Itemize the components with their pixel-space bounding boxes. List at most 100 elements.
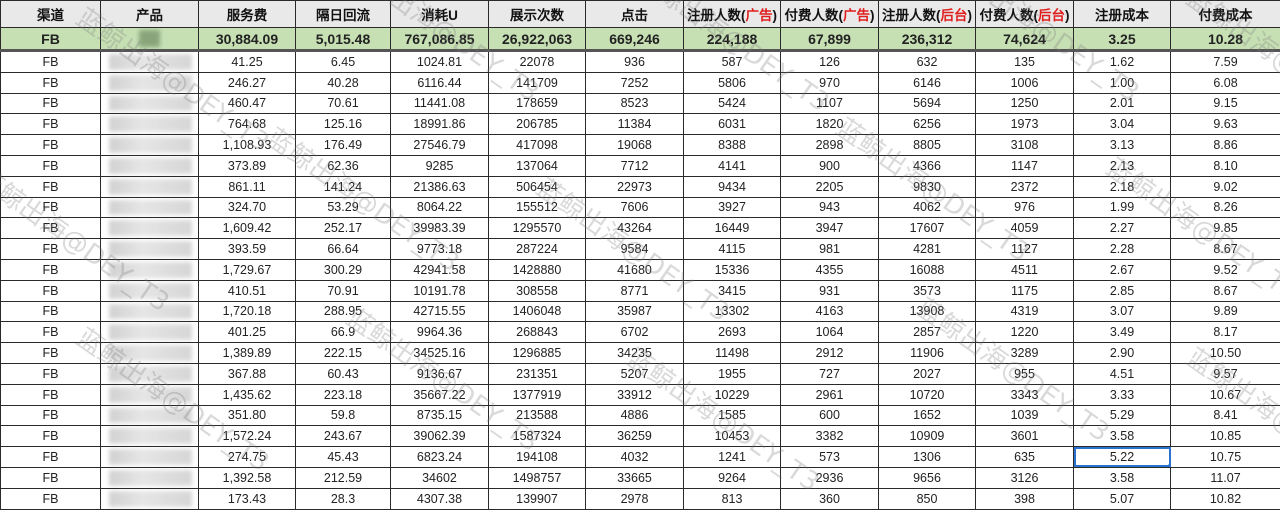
cell-payers-backend[interactable]: 1006	[976, 72, 1074, 93]
cell-registrations-ad[interactable]: 2693	[684, 322, 781, 343]
cell-spend-u[interactable]: 42941.58	[391, 259, 489, 280]
cell-registrations-backend[interactable]: 850	[879, 488, 976, 509]
cell-product[interactable]	[101, 93, 199, 114]
cell-registration-cost[interactable]: 2.85	[1074, 280, 1171, 301]
cell-registrations-ad[interactable]: 224,188	[684, 28, 781, 51]
column-header-next-day-return[interactable]: 隔日回流	[296, 1, 391, 28]
cell-product[interactable]	[101, 447, 199, 468]
cell-registrations-ad[interactable]: 6031	[684, 114, 781, 135]
cell-clicks[interactable]: 11384	[586, 114, 684, 135]
cell-service-fee[interactable]: 1,572.24	[199, 426, 296, 447]
cell-registration-cost[interactable]: 2.13	[1074, 155, 1171, 176]
cell-payers-backend[interactable]: 1220	[976, 322, 1074, 343]
cell-impressions[interactable]: 268843	[489, 322, 586, 343]
cell-channel[interactable]: FB	[1, 51, 101, 73]
cell-spend-u[interactable]: 4307.38	[391, 488, 489, 509]
cell-payers-ad[interactable]: 900	[781, 155, 879, 176]
cell-service-fee[interactable]: 324.70	[199, 197, 296, 218]
cell-product[interactable]	[101, 384, 199, 405]
cell-product[interactable]	[101, 301, 199, 322]
cell-registration-cost[interactable]: 3.49	[1074, 322, 1171, 343]
cell-clicks[interactable]: 34235	[586, 343, 684, 364]
cell-product[interactable]	[101, 135, 199, 156]
cell-impressions[interactable]: 308558	[489, 280, 586, 301]
cell-registrations-backend[interactable]: 3573	[879, 280, 976, 301]
cell-impressions[interactable]: 26,922,063	[489, 28, 586, 51]
cell-registrations-backend[interactable]: 236,312	[879, 28, 976, 51]
cell-payers-ad[interactable]: 931	[781, 280, 879, 301]
cell-spend-u[interactable]: 9285	[391, 155, 489, 176]
cell-registration-cost[interactable]: 3.04	[1074, 114, 1171, 135]
cell-channel[interactable]: FB	[1, 197, 101, 218]
cell-registrations-ad[interactable]: 1955	[684, 363, 781, 384]
cell-clicks[interactable]: 8523	[586, 93, 684, 114]
cell-product[interactable]	[101, 259, 199, 280]
cell-product[interactable]	[101, 114, 199, 135]
cell-next-day-return[interactable]: 5,015.48	[296, 28, 391, 51]
cell-spend-u[interactable]: 21386.63	[391, 176, 489, 197]
cell-impressions[interactable]: 194108	[489, 447, 586, 468]
cell-channel[interactable]: FB	[1, 259, 101, 280]
cell-service-fee[interactable]: 401.25	[199, 322, 296, 343]
cell-service-fee[interactable]: 367.88	[199, 363, 296, 384]
column-header-impressions[interactable]: 展示次数	[489, 1, 586, 28]
cell-registrations-ad[interactable]: 16449	[684, 218, 781, 239]
cell-next-day-return[interactable]: 243.67	[296, 426, 391, 447]
cell-channel[interactable]: FB	[1, 28, 101, 51]
cell-registrations-backend[interactable]: 2857	[879, 322, 976, 343]
cell-registration-cost[interactable]: 1.99	[1074, 197, 1171, 218]
cell-impressions[interactable]: 139907	[489, 488, 586, 509]
cell-service-fee[interactable]: 173.43	[199, 488, 296, 509]
cell-payers-backend[interactable]: 4319	[976, 301, 1074, 322]
cell-payers-backend[interactable]: 1127	[976, 239, 1074, 260]
cell-payers-backend[interactable]: 976	[976, 197, 1074, 218]
cell-spend-u[interactable]: 34602	[391, 467, 489, 488]
cell-clicks[interactable]: 4886	[586, 405, 684, 426]
cell-registrations-backend[interactable]: 9656	[879, 467, 976, 488]
cell-channel[interactable]: FB	[1, 239, 101, 260]
cell-service-fee[interactable]: 1,720.18	[199, 301, 296, 322]
cell-spend-u[interactable]: 767,086.85	[391, 28, 489, 51]
cell-service-fee[interactable]: 30,884.09	[199, 28, 296, 51]
cell-registrations-backend[interactable]: 8805	[879, 135, 976, 156]
cell-payers-ad[interactable]: 4355	[781, 259, 879, 280]
cell-spend-u[interactable]: 27546.79	[391, 135, 489, 156]
cell-product[interactable]	[101, 363, 199, 384]
cell-registration-cost[interactable]: 1.00	[1074, 72, 1171, 93]
cell-impressions[interactable]: 1377919	[489, 384, 586, 405]
cell-payers-ad[interactable]: 981	[781, 239, 879, 260]
cell-next-day-return[interactable]: 6.45	[296, 51, 391, 73]
column-header-registration-cost[interactable]: 注册成本	[1074, 1, 1171, 28]
cell-clicks[interactable]: 19068	[586, 135, 684, 156]
cell-payers-ad[interactable]: 67,899	[781, 28, 879, 51]
cell-product[interactable]	[101, 322, 199, 343]
cell-registrations-ad[interactable]: 10229	[684, 384, 781, 405]
cell-registration-cost[interactable]: 3.13	[1074, 135, 1171, 156]
cell-registrations-ad[interactable]: 5424	[684, 93, 781, 114]
cell-payers-backend[interactable]: 955	[976, 363, 1074, 384]
cell-registrations-backend[interactable]: 632	[879, 51, 976, 73]
cell-payment-cost[interactable]: 8.86	[1171, 135, 1280, 156]
cell-spend-u[interactable]: 6116.44	[391, 72, 489, 93]
cell-product[interactable]	[101, 280, 199, 301]
cell-registrations-backend[interactable]: 11906	[879, 343, 976, 364]
cell-payment-cost[interactable]: 8.17	[1171, 322, 1280, 343]
cell-next-day-return[interactable]: 66.9	[296, 322, 391, 343]
cell-clicks[interactable]: 22973	[586, 176, 684, 197]
cell-registrations-backend[interactable]: 4062	[879, 197, 976, 218]
cell-registrations-backend[interactable]: 1652	[879, 405, 976, 426]
cell-spend-u[interactable]: 39062.39	[391, 426, 489, 447]
cell-payers-backend[interactable]: 3289	[976, 343, 1074, 364]
cell-service-fee[interactable]: 1,389.89	[199, 343, 296, 364]
cell-next-day-return[interactable]: 223.18	[296, 384, 391, 405]
cell-clicks[interactable]: 7606	[586, 197, 684, 218]
cell-channel[interactable]: FB	[1, 301, 101, 322]
column-header-payers-backend[interactable]: 付费人数(后台)	[976, 1, 1074, 28]
cell-channel[interactable]: FB	[1, 114, 101, 135]
cell-payment-cost[interactable]: 9.02	[1171, 176, 1280, 197]
cell-impressions[interactable]: 141709	[489, 72, 586, 93]
cell-impressions[interactable]: 1428880	[489, 259, 586, 280]
cell-impressions[interactable]: 1296885	[489, 343, 586, 364]
cell-payers-ad[interactable]: 360	[781, 488, 879, 509]
cell-clicks[interactable]: 7712	[586, 155, 684, 176]
